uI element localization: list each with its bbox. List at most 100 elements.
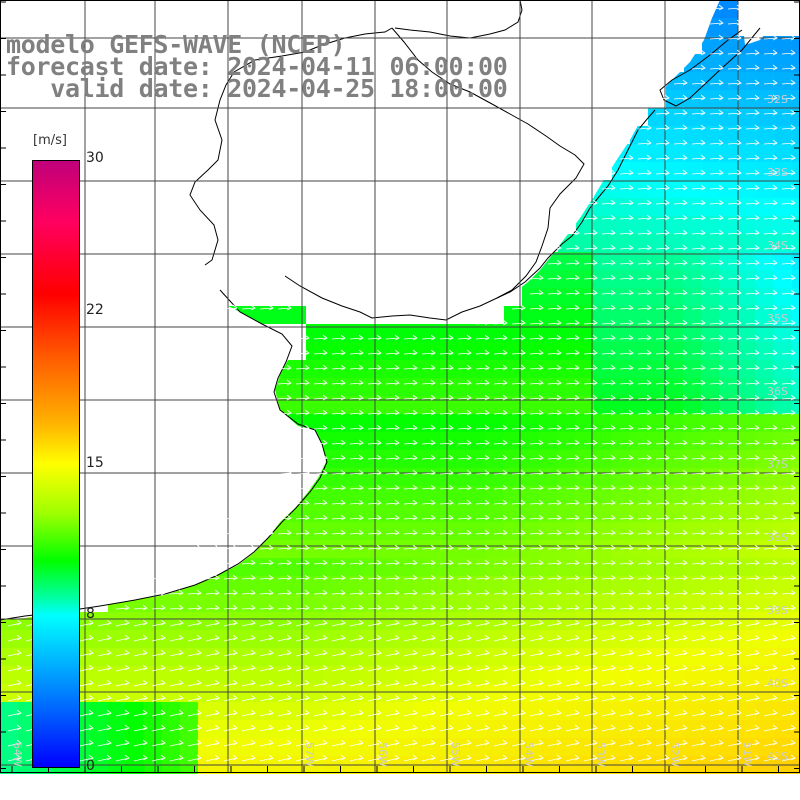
wind-cell (774, 648, 792, 666)
wind-arrow (295, 709, 310, 717)
wind-arrow (511, 319, 526, 326)
wind-cell (648, 468, 666, 486)
wind-arrow (493, 709, 508, 717)
wind-arrow (655, 679, 670, 687)
wind-arrow (511, 709, 526, 717)
wind-arrow (637, 724, 652, 732)
wind-arrow (655, 259, 670, 266)
wind-arrow (259, 664, 274, 672)
wind-cell (378, 486, 396, 504)
wind-arrow (565, 229, 580, 236)
wind-arrow (655, 274, 670, 281)
wind-cell (576, 324, 594, 342)
wind-cell (0, 684, 18, 702)
wind-arrow (349, 634, 364, 642)
wind-arrow (547, 319, 562, 326)
wind-arrow (457, 424, 472, 431)
wind-arrow (763, 349, 778, 356)
wind-cell (504, 666, 522, 684)
title-valid-date: valid date: 2024-04-25 18:00:00 (6, 74, 508, 103)
wind-arrow (295, 574, 310, 581)
wind-cell (504, 576, 522, 594)
wind-arrow (583, 709, 598, 717)
wind-arrow (457, 544, 472, 551)
wind-cell (612, 594, 630, 612)
wind-arrow (781, 214, 796, 221)
wind-arrow (421, 739, 436, 747)
wind-arrow (745, 589, 760, 596)
wind-arrow (673, 439, 688, 446)
wind-cell (270, 738, 288, 756)
wind-arrow (79, 694, 94, 702)
wind-cell (756, 684, 774, 702)
wind-arrow (421, 439, 436, 446)
wind-cell (540, 648, 558, 666)
wind-cell (594, 378, 612, 396)
wind-cell (702, 216, 720, 234)
wind-arrow (655, 514, 670, 521)
wind-cell (576, 558, 594, 576)
wind-arrow (619, 559, 634, 566)
wind-cell (738, 666, 756, 684)
wind-cell (594, 558, 612, 576)
wind-arrow (601, 724, 616, 732)
wind-cell (540, 576, 558, 594)
wind-arrow (349, 589, 364, 596)
wind-arrow (349, 469, 364, 476)
wind-arrow (475, 499, 490, 506)
wind-arrow (655, 424, 670, 431)
wind-arrow (601, 469, 616, 476)
wind-arrow (709, 469, 724, 476)
wind-arrow (349, 694, 364, 702)
wind-arrow (583, 259, 598, 266)
wind-arrow (313, 379, 328, 386)
wind-arrow (727, 424, 742, 431)
wind-arrow (619, 604, 634, 611)
wind-arrow (511, 334, 526, 341)
wind-cell (720, 558, 738, 576)
wind-cell (414, 684, 432, 702)
wind-cell (648, 306, 666, 324)
wind-arrow (781, 709, 796, 717)
wind-arrow (781, 754, 796, 762)
wind-arrow (493, 439, 508, 446)
wind-arrow (187, 604, 202, 611)
wind-arrow (97, 679, 112, 687)
wind-arrow (133, 709, 148, 717)
latitude-label: 35S (767, 312, 788, 325)
wind-arrow (781, 574, 796, 581)
wind-cell (306, 576, 324, 594)
wind-arrow (169, 694, 184, 702)
wind-arrow (727, 94, 742, 101)
wind-cell (486, 648, 504, 666)
wind-arrow (781, 634, 796, 642)
wind-cell (792, 180, 800, 198)
wind-arrow (619, 589, 634, 596)
wind-arrow (673, 289, 688, 296)
wind-cell (630, 234, 648, 252)
wind-cell (216, 576, 234, 594)
wind-arrow (205, 739, 220, 747)
wind-cell (360, 738, 378, 756)
wind-cell (702, 504, 720, 522)
wind-arrow (241, 514, 256, 521)
wind-arrow (421, 649, 436, 657)
wind-cell (486, 702, 504, 720)
wind-arrow (313, 649, 328, 657)
wind-cell (576, 306, 594, 324)
wind-arrow (745, 649, 760, 657)
wind-arrow (511, 394, 526, 401)
wind-arrow (673, 529, 688, 536)
wind-cell (792, 72, 800, 90)
wind-arrow (115, 604, 130, 611)
wind-cell (720, 252, 738, 270)
wind-arrow (601, 184, 616, 191)
wind-arrow (79, 709, 94, 717)
wind-cell (774, 288, 792, 306)
colorbar-tick-30: 30 (86, 150, 104, 166)
wind-arrow (565, 634, 580, 642)
wind-cell (306, 666, 324, 684)
wind-cell (702, 738, 720, 756)
wind-cell (234, 702, 252, 720)
